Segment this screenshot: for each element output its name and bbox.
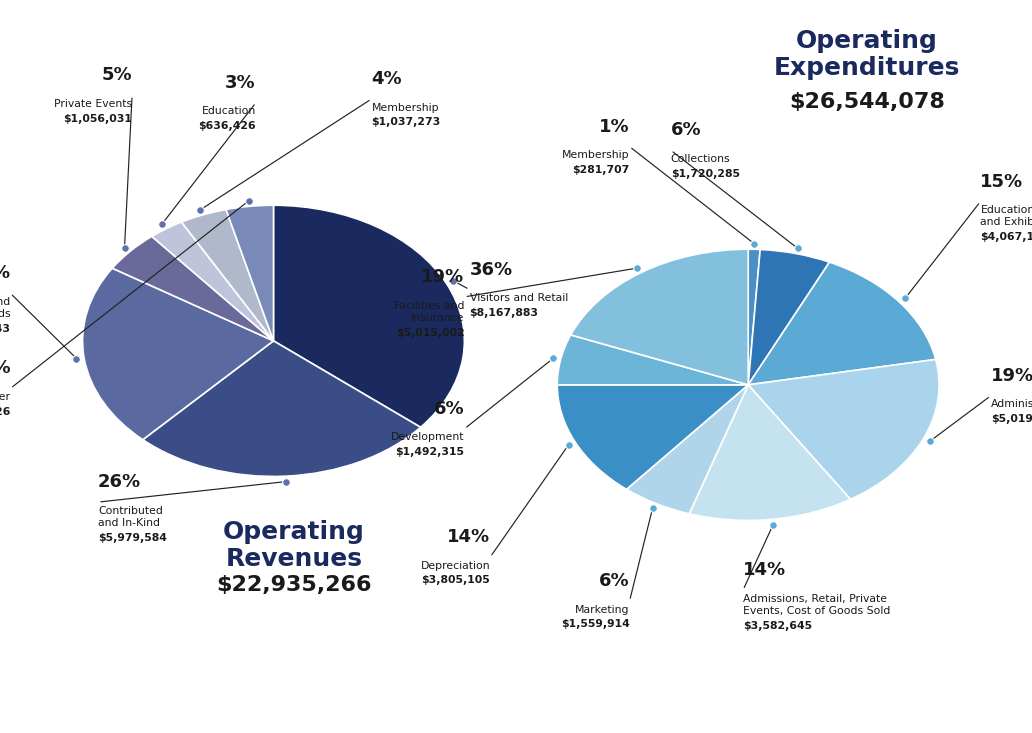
Wedge shape — [226, 205, 273, 341]
Wedge shape — [748, 249, 761, 385]
Wedge shape — [748, 359, 939, 499]
Text: $1,720,285: $1,720,285 — [671, 169, 740, 179]
Wedge shape — [273, 205, 464, 427]
Text: $26,544,078: $26,544,078 — [788, 92, 945, 111]
Text: 14%: 14% — [743, 561, 786, 579]
Text: Development: Development — [391, 432, 464, 443]
Text: $3,582,645: $3,582,645 — [743, 621, 812, 631]
Text: Membership: Membership — [561, 150, 630, 161]
Text: $5,083,543: $5,083,543 — [0, 324, 10, 334]
Text: $5,979,584: $5,979,584 — [98, 533, 167, 543]
Text: 6%: 6% — [433, 399, 464, 418]
Text: Admissions, Retail, Private
Events, Cost of Goods Sold: Admissions, Retail, Private Events, Cost… — [743, 594, 891, 616]
Text: $5,019,994: $5,019,994 — [991, 414, 1032, 424]
Wedge shape — [748, 249, 830, 385]
Text: $636,426: $636,426 — [198, 121, 256, 131]
Text: 26%: 26% — [98, 473, 141, 491]
Text: 6%: 6% — [671, 121, 702, 139]
Text: 4%: 4% — [0, 359, 10, 377]
Text: 3%: 3% — [225, 73, 256, 92]
Text: 4%: 4% — [372, 70, 402, 88]
Wedge shape — [557, 335, 748, 385]
Wedge shape — [112, 236, 273, 341]
Text: Education
and Exhibits: Education and Exhibits — [980, 205, 1032, 227]
Text: $1,056,031: $1,056,031 — [63, 114, 132, 124]
Text: Membership: Membership — [372, 103, 440, 113]
Text: 1%: 1% — [599, 117, 630, 136]
Text: $8,167,883: $8,167,883 — [470, 308, 539, 318]
Wedge shape — [626, 385, 748, 514]
Wedge shape — [182, 210, 273, 341]
Wedge shape — [83, 268, 273, 440]
Text: Restricted and
Endowed Funds: Restricted and Endowed Funds — [0, 297, 10, 319]
Text: 14%: 14% — [447, 528, 490, 546]
Text: $22,935,266: $22,935,266 — [217, 575, 372, 595]
Text: 5%: 5% — [101, 66, 132, 84]
Text: 15%: 15% — [980, 172, 1024, 191]
Text: $1,492,315: $1,492,315 — [395, 447, 464, 457]
Text: 19%: 19% — [991, 366, 1032, 385]
Wedge shape — [689, 385, 850, 520]
Text: $4,067,111: $4,067,111 — [980, 232, 1032, 243]
Text: Visitors and Retail: Visitors and Retail — [470, 293, 568, 303]
Text: $1,037,273: $1,037,273 — [372, 117, 441, 128]
Text: Private Events: Private Events — [54, 99, 132, 109]
Wedge shape — [152, 222, 273, 341]
Text: 19%: 19% — [421, 268, 464, 286]
Text: Facilities and
Insurance: Facilities and Insurance — [394, 301, 464, 323]
Text: Operating
Expenditures: Operating Expenditures — [774, 29, 960, 80]
Text: Collections: Collections — [671, 154, 731, 164]
Text: Depreciation: Depreciation — [421, 561, 490, 571]
Wedge shape — [571, 249, 748, 385]
Text: Operating
Revenues: Operating Revenues — [223, 520, 365, 571]
Text: Contributed
and In-Kind: Contributed and In-Kind — [98, 506, 163, 528]
Text: 22%: 22% — [0, 264, 10, 282]
Text: Other: Other — [0, 392, 10, 402]
Text: 6%: 6% — [599, 572, 630, 590]
Text: $974,526: $974,526 — [0, 407, 10, 417]
Text: Administration: Administration — [991, 399, 1032, 410]
Wedge shape — [557, 385, 748, 490]
Text: $1,559,914: $1,559,914 — [560, 619, 630, 630]
Text: $281,707: $281,707 — [573, 165, 630, 175]
Wedge shape — [142, 341, 421, 476]
Text: $5,015,002: $5,015,002 — [395, 328, 464, 338]
Text: Education: Education — [201, 106, 256, 117]
Wedge shape — [748, 262, 936, 385]
Text: 36%: 36% — [470, 260, 513, 279]
Text: $3,805,105: $3,805,105 — [421, 575, 490, 586]
Text: Marketing: Marketing — [575, 605, 630, 615]
